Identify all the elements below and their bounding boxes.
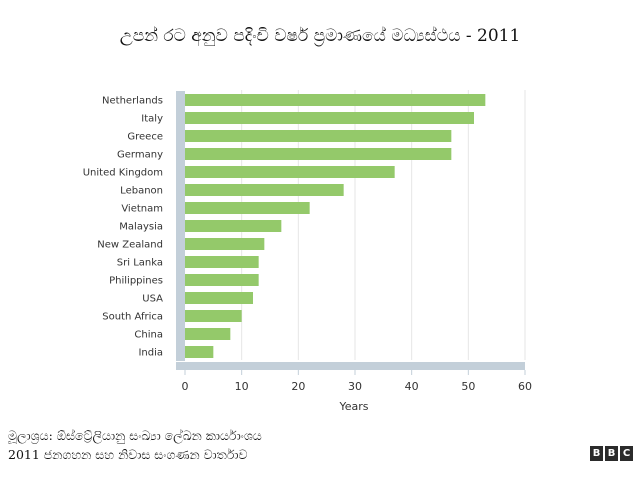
category-label-8: New Zealand [97, 240, 163, 251]
x-tick-label-0: 0 [182, 380, 189, 393]
bbc-logo: B B C [590, 446, 633, 461]
bar-chart: Netherlands Italy Greece Germany United King… [83, 90, 532, 413]
category-label-9: Sri Lanka [117, 258, 163, 269]
x-tick-label-5: 50 [461, 380, 475, 393]
x-tick-label-1: 10 [235, 380, 249, 393]
category-label-13: China [134, 330, 163, 341]
category-label-6: Vietnam [121, 204, 163, 215]
bar-2 [185, 130, 452, 142]
bar-10 [185, 274, 259, 286]
category-label-10: Philippines [109, 276, 163, 287]
category-label-11: USA [142, 294, 163, 305]
bar-4 [185, 166, 395, 178]
bar-14 [185, 346, 214, 358]
bbc-logo-letter-1: B [590, 446, 603, 461]
bar-0 [185, 94, 486, 106]
bar-13 [185, 328, 231, 340]
source-report-text: 2011 ජනගහන සහ නිවාස සංගණන වාර්තාව [8, 447, 248, 462]
x-tick-label-4: 40 [405, 380, 419, 393]
x-axis-strip [176, 362, 525, 370]
bar-8 [185, 238, 265, 250]
bar-1 [185, 112, 474, 124]
bar-12 [185, 310, 242, 322]
category-label-12: South Africa [102, 312, 163, 323]
bar-11 [185, 292, 253, 304]
x-tick-label-6: 60 [518, 380, 532, 393]
category-label-4: United Kingdom [83, 168, 163, 179]
category-label-2: Greece [127, 132, 163, 143]
bar-5 [185, 184, 344, 196]
x-axis-title: Years [338, 400, 368, 413]
category-label-1: Italy [141, 114, 163, 125]
bar-3 [185, 148, 452, 160]
category-label-7: Malaysia [119, 222, 163, 233]
source-text: මූලාශ්‍රය: ඕස්ට්‍රේලියානු සංඛ්‍යා ලේඛන ක… [8, 428, 262, 443]
category-label-3: Germany [117, 150, 163, 161]
x-tick-label-3: 30 [348, 380, 362, 393]
category-label-0: Netherlands [102, 96, 163, 107]
category-label-14: India [138, 348, 163, 359]
bar-7 [185, 220, 282, 232]
bbc-logo-letter-3: C [620, 446, 633, 461]
bar-6 [185, 202, 310, 214]
y-axis-strip [176, 91, 185, 361]
bar-9 [185, 256, 259, 268]
category-label-5: Lebanon [120, 186, 163, 197]
x-tick-label-2: 20 [291, 380, 305, 393]
chart-title: උපන් රට අනුව පදිංචි වර්ෂ ප්‍රමාණයේ මධ්‍ය… [119, 26, 521, 46]
bbc-logo-letter-2: B [605, 446, 618, 461]
